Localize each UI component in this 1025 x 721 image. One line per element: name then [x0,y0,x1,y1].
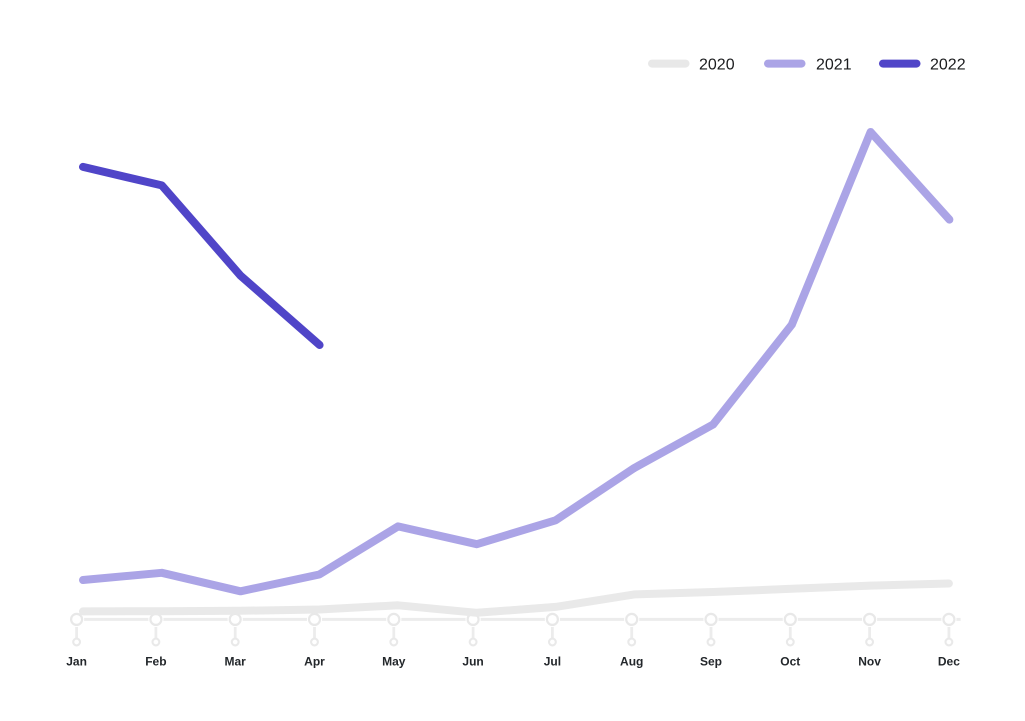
svg-text:Jul: Jul [544,655,561,669]
svg-text:2020: 2020 [699,56,735,73]
svg-text:Apr: Apr [304,655,325,669]
svg-text:2021: 2021 [816,56,852,73]
svg-text:Nov: Nov [858,655,881,669]
svg-text:Sep: Sep [700,655,722,669]
svg-text:Aug: Aug [620,655,643,669]
svg-text:Jan: Jan [66,655,87,669]
svg-text:Dec: Dec [938,655,960,669]
svg-text:Feb: Feb [145,655,166,669]
svg-text:Jun: Jun [462,655,483,669]
svg-text:May: May [382,655,406,669]
svg-text:2022: 2022 [930,56,966,73]
svg-text:Oct: Oct [780,655,800,669]
svg-text:Mar: Mar [225,655,247,669]
